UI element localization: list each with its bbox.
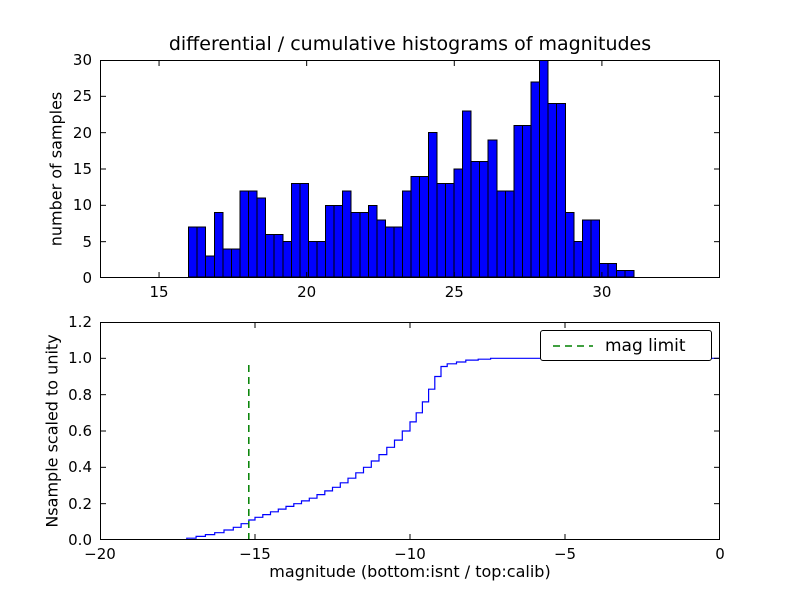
x-tick-label: 15 <box>149 283 169 301</box>
x-tick-label: 30 <box>592 283 612 301</box>
legend-label: mag limit <box>605 335 686 356</box>
y-tick-label: 20 <box>72 123 92 142</box>
y-tick-label: 0.6 <box>68 422 92 440</box>
x-tick-label: −10 <box>394 545 426 563</box>
y-tick-label: 15 <box>72 160 92 178</box>
y-tick-label: 25 <box>72 87 92 106</box>
x-tick-label: 25 <box>444 283 464 301</box>
y-tick-label: 0.2 <box>68 494 92 513</box>
x-tick-label: 0 <box>715 545 725 563</box>
y-tick-label: 1.0 <box>68 349 92 368</box>
y-tick-label: 1.2 <box>68 313 92 331</box>
y-tick-label: 0.0 <box>68 531 92 549</box>
y-tick-label: 0.8 <box>68 385 92 404</box>
legend: mag limit <box>540 330 712 361</box>
x-tick-label: −20 <box>84 545 116 563</box>
cumulative-plot <box>100 322 720 540</box>
x-tick-label: −15 <box>239 545 271 563</box>
legend-dashed-line-icon <box>553 344 593 347</box>
y-tick-label: 30 <box>72 51 92 69</box>
histogram-plot <box>100 60 720 278</box>
y-tick-label: 0 <box>82 269 92 287</box>
figure-title: differential / cumulative histograms of … <box>168 33 652 55</box>
y-tick-label: 10 <box>72 196 92 215</box>
y-tick-label: 0.4 <box>68 458 92 477</box>
y-tick-label: 5 <box>82 232 92 251</box>
x-tick-label: 20 <box>297 283 317 301</box>
x-tick-label: −5 <box>553 545 577 563</box>
bottom-x-axis-label: magnitude (bottom:isnt / top:calib) <box>269 562 551 581</box>
